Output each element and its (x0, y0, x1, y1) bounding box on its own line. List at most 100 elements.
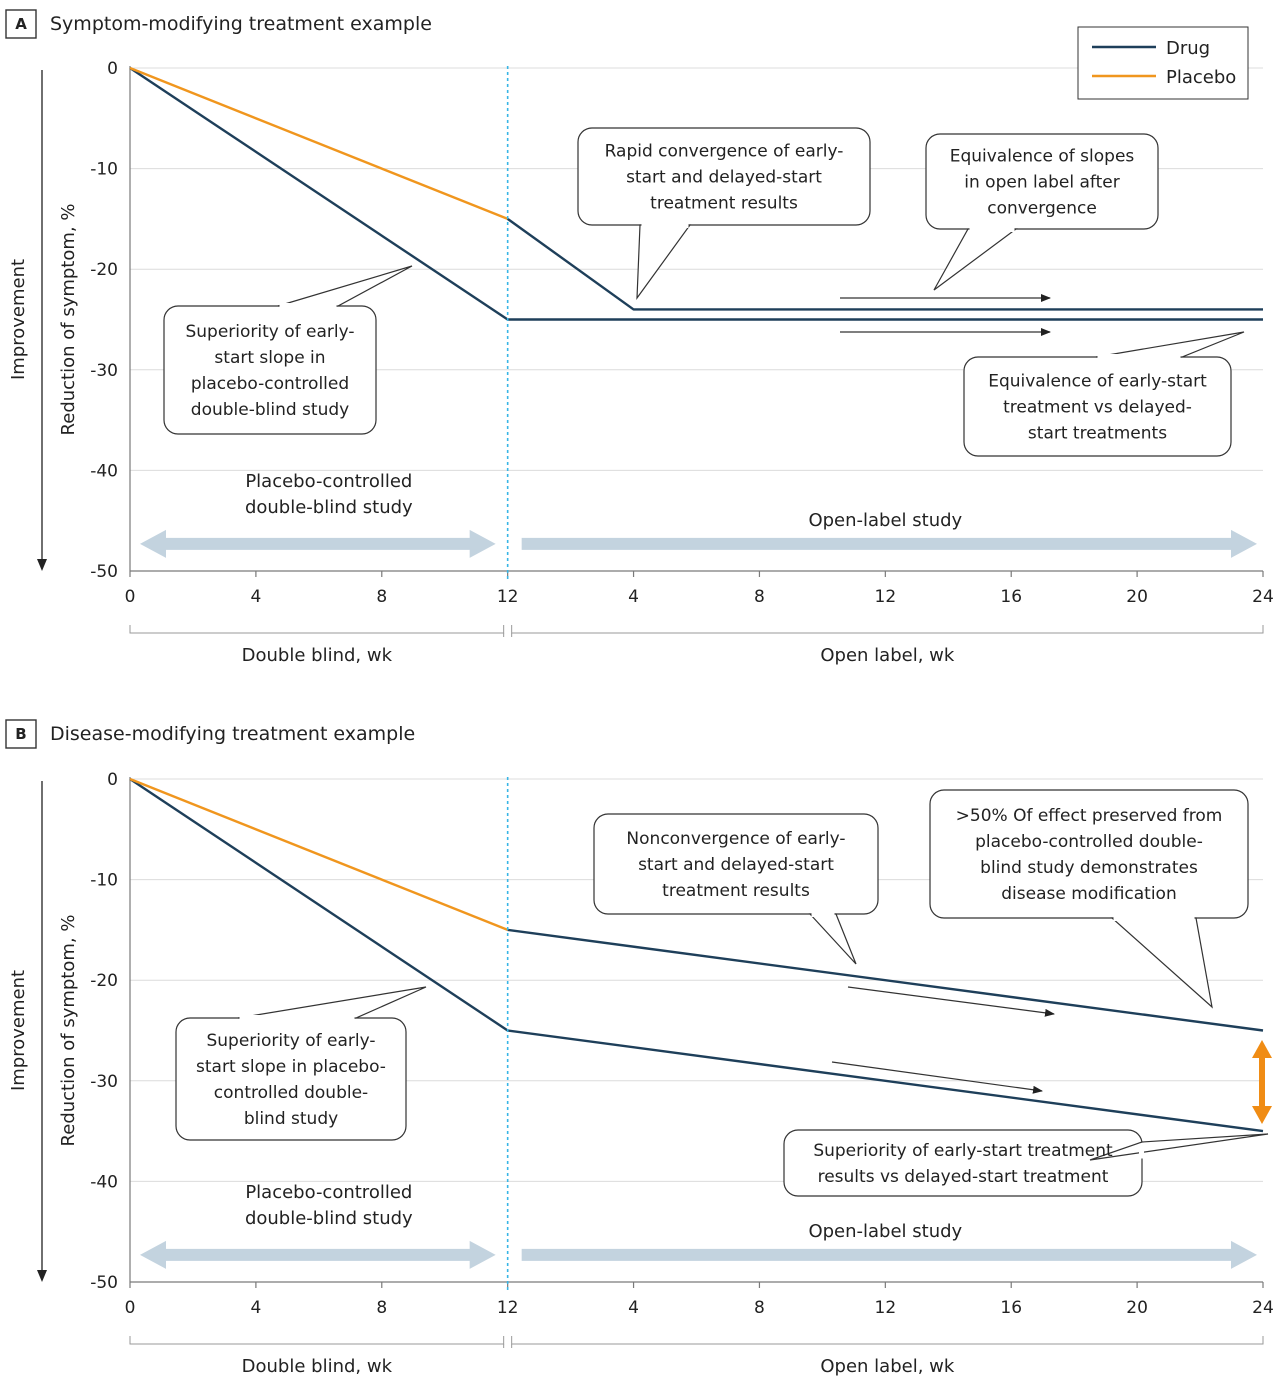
callout: Rapid convergence of early-start and del… (577, 127, 871, 300)
callout-text-line: blind study (244, 1109, 338, 1129)
callout-text-line: start and delayed-start (626, 168, 822, 188)
legend-label-placebo: Placebo (1166, 67, 1236, 88)
x-phase-label: Double blind, wk (242, 1356, 393, 1377)
panel-letter: B (15, 725, 26, 743)
x-phase-label: Double blind, wk (242, 645, 393, 666)
x-tick-label: 4 (628, 587, 639, 607)
x-tick-label: 24 (1252, 1298, 1274, 1318)
x-tick-label: 8 (376, 587, 387, 607)
x-tick-label: 16 (1000, 1298, 1022, 1318)
callout: >50% Of effect preserved from placebo-con… (929, 789, 1249, 1009)
phase-bracket (511, 1336, 1264, 1345)
callout-joint (1139, 1143, 1144, 1159)
callout-text-line: treatment vs delayed- (1003, 398, 1192, 418)
x-tick-label: 20 (1126, 1298, 1148, 1318)
callout-text-line: start treatments (1028, 424, 1167, 444)
slope-arrow (847, 986, 1055, 1017)
callout-box (163, 305, 377, 435)
phase-bracket (129, 1336, 505, 1345)
y-tick-label: -20 (90, 260, 118, 280)
callout: Equivalence of slopes in open label after… (925, 133, 1159, 291)
effect-arrow-head-down (1252, 1106, 1272, 1124)
callout-text-line: controlled double- (214, 1083, 368, 1103)
x-tick-label: 8 (754, 1298, 765, 1318)
callout-text-line: blind study demonstrates (980, 858, 1198, 878)
callout-box (925, 133, 1159, 230)
y-tick-label: -20 (90, 971, 118, 991)
callout-joint (1097, 354, 1181, 359)
callout-text-line: Superiority of early- (185, 322, 354, 342)
x-tick-label: 0 (125, 587, 136, 607)
callout-text-line: Superiority of early-start treatment (813, 1141, 1113, 1161)
callout: Superiority of early-start treatment resu… (783, 1129, 1269, 1197)
callout-joint (239, 1015, 355, 1020)
callout-text-line: Nonconvergence of early- (626, 829, 845, 849)
y-axis-outer-label: Improvement (8, 970, 29, 1091)
x-tick-label: 24 (1252, 587, 1274, 607)
panel-letter: A (15, 15, 27, 33)
series-line-drug-delayed-start (507, 928, 1264, 1032)
y-axis-outer-label: Improvement (8, 259, 29, 380)
callout-text-line: disease modification (1001, 884, 1176, 904)
panel-letter-box (5, 9, 37, 39)
callout-pointer (1089, 1133, 1269, 1161)
panel-b: B Disease-modifying treatment example 0 -10… (5, 719, 1274, 1377)
callout-box (783, 1129, 1143, 1197)
callout: Superiority of early-start slope in place… (163, 265, 413, 435)
callout-box (593, 813, 879, 915)
effect-arrow-head-up (1252, 1040, 1272, 1058)
callout-pointer (636, 224, 692, 300)
y-tick-label: -50 (90, 562, 118, 582)
y-tick-label: -40 (90, 461, 118, 481)
y-tick-label: -50 (90, 1273, 118, 1293)
panel-a: A Symptom-modifying treatment example 0 -10… (5, 9, 1274, 666)
legend-box (1077, 26, 1249, 100)
callout-pointer (933, 228, 1018, 291)
panel-title: Symptom-modifying treatment example (50, 13, 432, 35)
x-tick-label: 8 (754, 587, 765, 607)
series-line-placebo-double-blind-placebo (129, 777, 509, 932)
callout-pointer (237, 986, 427, 1019)
x-tick-label: 20 (1126, 587, 1148, 607)
panel-letter-box (5, 719, 37, 749)
callout-pointer (1095, 331, 1245, 358)
callout-joint (969, 227, 1015, 232)
callout-text-line: in open label after (964, 173, 1119, 193)
study-phase-label-line: double-blind study (245, 497, 413, 518)
x-tick-label: 4 (628, 1298, 639, 1318)
callout-box (577, 127, 871, 226)
callout-text-line: Superiority of early- (206, 1031, 375, 1051)
callout-text-line: treatment results (650, 194, 798, 214)
study-phase-label-line: Placebo-controlled (245, 1182, 412, 1203)
y-tick-label: -30 (90, 361, 118, 381)
study-phase-label-line: Open-label study (808, 510, 962, 531)
slope-arrow (831, 1061, 1043, 1094)
study-phase-arrow (140, 529, 496, 558)
y-tick-label: -30 (90, 1072, 118, 1092)
callout-text-line: start and delayed-start (638, 855, 834, 875)
study-phase-arrow (521, 1240, 1257, 1269)
callout-text-line: Equivalence of slopes (950, 147, 1135, 167)
x-tick-label: 8 (376, 1298, 387, 1318)
study-phase-label-line: double-blind study (245, 1208, 413, 1229)
callout-pointer (277, 265, 413, 307)
y-tick-label: 0 (107, 770, 118, 790)
study-phase-label-line: Open-label study (808, 1221, 962, 1242)
callout-text-line: placebo-controlled (191, 374, 349, 394)
callout-box (929, 789, 1249, 919)
x-tick-label: 4 (250, 1298, 261, 1318)
callout-text-line: treatment results (662, 881, 810, 901)
legend-label-drug: Drug (1166, 38, 1210, 59)
callout-joint (279, 303, 337, 308)
improvement-arrow-head (37, 559, 47, 571)
x-phase-label: Open label, wk (820, 1356, 954, 1377)
callout-pointer (808, 913, 857, 965)
callout-joint (1113, 916, 1195, 921)
callout: Superiority of early-start slope in plac… (175, 986, 427, 1141)
x-tick-label: 12 (875, 1298, 897, 1318)
y-tick-label: -10 (90, 871, 118, 891)
series-line-drug-delayed-start (506, 217, 1263, 311)
phase-bracket (511, 625, 1264, 634)
study-phase-label-line: Placebo-controlled (245, 471, 412, 492)
phase-bracket (129, 625, 505, 634)
